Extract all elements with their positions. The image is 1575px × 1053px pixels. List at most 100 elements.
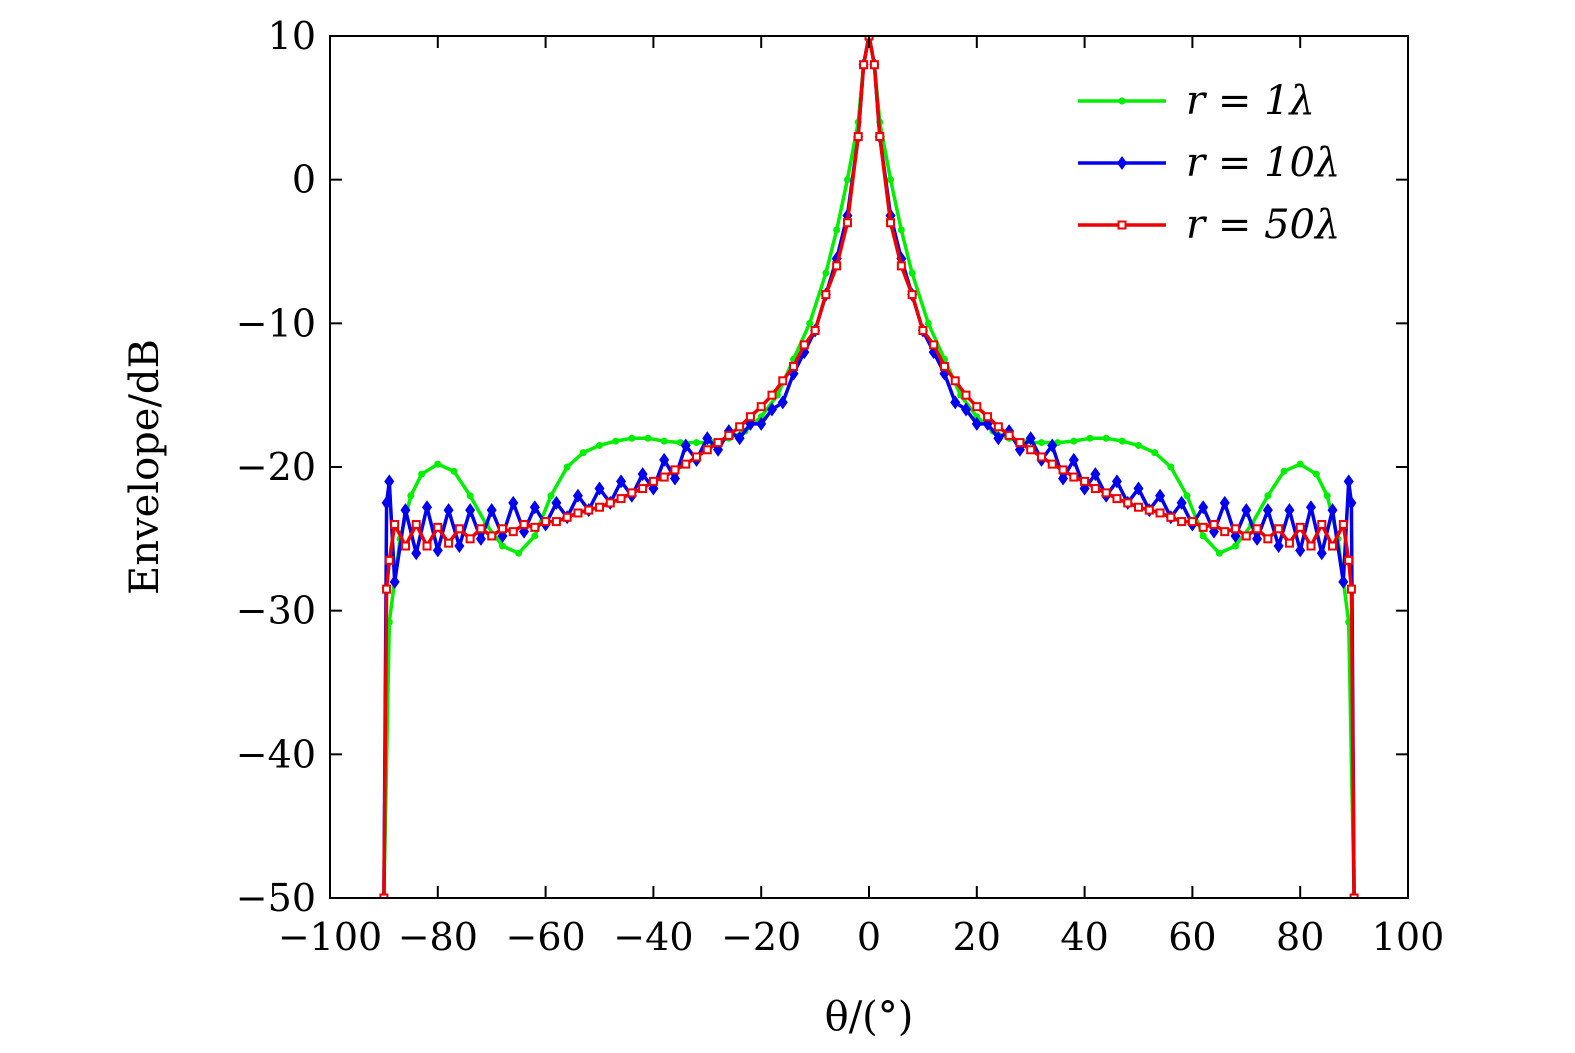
data-point (1262, 503, 1273, 518)
data-point (810, 326, 820, 336)
data-point (869, 60, 879, 70)
x-tick-label: 80 (1276, 915, 1324, 959)
data-point (1323, 492, 1331, 500)
data-point (450, 467, 458, 475)
data-point (1263, 534, 1273, 544)
data-point (1295, 543, 1306, 558)
data-point (1219, 495, 1230, 510)
data-point (1070, 437, 1078, 445)
data-point (983, 412, 993, 422)
data-point (616, 494, 626, 504)
data-point (1166, 512, 1176, 522)
data-point (897, 226, 905, 234)
legend-marker (1117, 220, 1127, 230)
data-point (637, 467, 648, 482)
data-point (400, 503, 411, 518)
data-point (842, 218, 852, 228)
x-tick-label: −80 (398, 915, 478, 959)
data-point (1305, 500, 1316, 515)
data-point (1037, 439, 1045, 447)
data-point (1232, 542, 1240, 550)
data-point (1187, 517, 1197, 527)
legend: r = 1λ r = 10λ r = 50λ (1078, 78, 1340, 248)
data-point (418, 470, 426, 478)
data-point (411, 546, 422, 561)
data-point (1338, 574, 1349, 589)
data-point (1036, 452, 1046, 462)
data-point (541, 517, 551, 527)
data-point (389, 574, 400, 589)
data-point (1118, 437, 1126, 445)
series-2 (378, 36, 1360, 898)
data-point (757, 413, 765, 421)
data-point (1215, 549, 1223, 557)
data-point (929, 340, 939, 350)
data-point (612, 437, 620, 445)
data-point (1284, 503, 1295, 518)
data-point (961, 390, 971, 400)
data-point (1284, 538, 1294, 548)
y-axis-ticks: −50 −40 −30 −20 −10 0 10 (236, 14, 1408, 920)
data-point (806, 319, 814, 327)
data-point (616, 474, 627, 489)
data-point (508, 495, 519, 510)
data-point (530, 522, 540, 532)
data-point (531, 532, 539, 540)
data-point (853, 132, 863, 142)
y-tick-label: −10 (236, 301, 316, 345)
data-point (745, 412, 755, 422)
data-point (411, 519, 421, 529)
data-point (1080, 476, 1090, 486)
data-point (638, 484, 648, 494)
data-point (432, 543, 443, 558)
data-point (1133, 481, 1144, 496)
y-tick-label: −20 (236, 445, 316, 489)
data-point (433, 522, 443, 532)
data-point (692, 452, 702, 462)
data-point (390, 519, 400, 529)
data-point (924, 319, 932, 327)
data-point (778, 376, 788, 386)
data-point (1155, 508, 1165, 518)
data-point (660, 437, 668, 445)
data-point (605, 498, 615, 508)
data-point (381, 495, 392, 510)
legend-entry: r = 50λ (1078, 202, 1340, 248)
data-point (1183, 492, 1191, 500)
data-point (384, 474, 395, 489)
data-point (1176, 495, 1187, 510)
data-point (1296, 460, 1304, 468)
data-point (832, 261, 842, 271)
data-point (644, 434, 652, 442)
data-point (766, 402, 777, 417)
data-point (444, 538, 454, 548)
data-point (1327, 503, 1338, 518)
x-tick-label: 60 (1168, 915, 1216, 959)
y-tick-label: 10 (268, 14, 316, 58)
x-tick-label: −60 (505, 915, 585, 959)
data-point (628, 434, 636, 442)
data-point (1167, 463, 1175, 471)
legend-marker (1118, 97, 1126, 105)
data-point (1231, 524, 1241, 534)
data-point (734, 431, 745, 446)
data-point (950, 395, 961, 410)
data-point (724, 430, 734, 440)
data-point (515, 549, 523, 557)
data-point (1317, 519, 1327, 529)
data-point (465, 534, 475, 544)
data-point (1015, 438, 1025, 448)
data-point (551, 517, 561, 527)
data-point (1241, 503, 1252, 518)
data-point (1090, 484, 1100, 494)
data-point (973, 413, 981, 421)
data-point (799, 340, 809, 350)
data-point (859, 60, 869, 70)
data-point (702, 445, 712, 455)
data-point (1252, 524, 1262, 534)
data-point (1177, 517, 1187, 527)
data-point (950, 376, 960, 386)
data-point (422, 541, 432, 551)
data-point (767, 390, 777, 400)
